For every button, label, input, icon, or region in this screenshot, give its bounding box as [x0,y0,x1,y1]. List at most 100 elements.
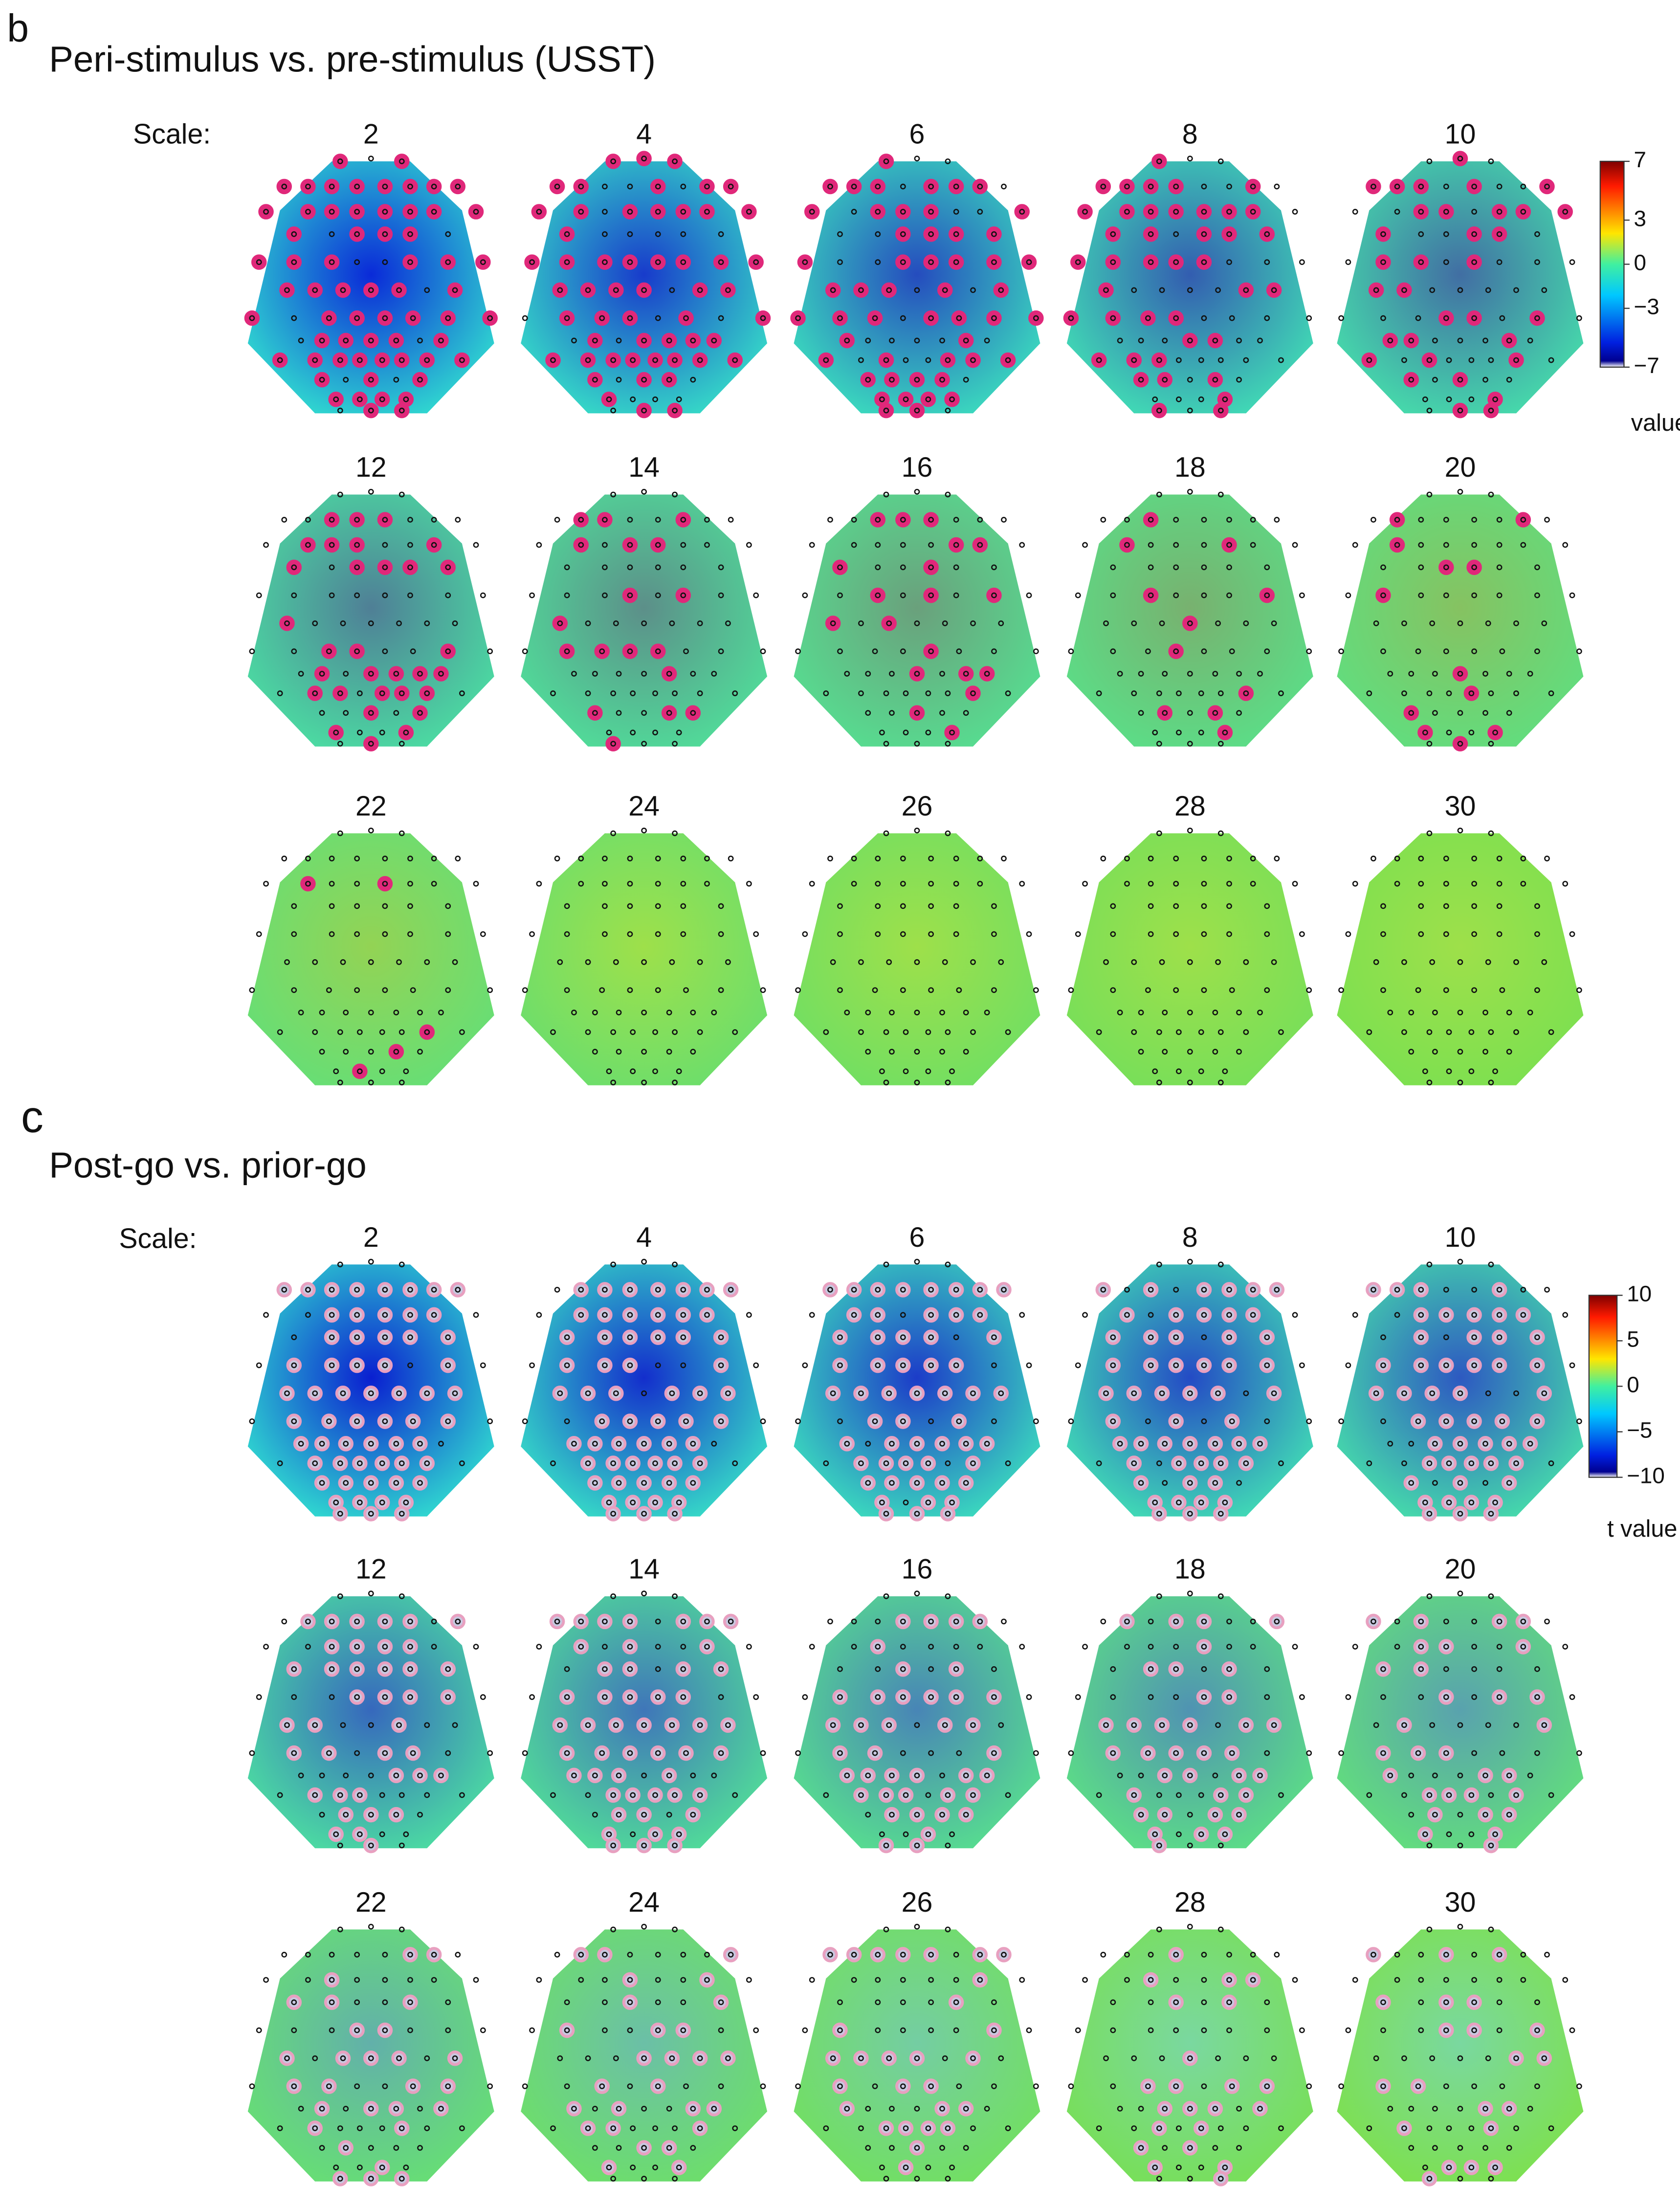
electrode [1468,2125,1475,2131]
electrode [718,564,724,571]
electrode [329,231,335,237]
electrode [1373,287,1379,293]
electrode [1527,1772,1533,1779]
electrode [991,1694,997,1700]
electrode [329,1334,335,1341]
electrode [1145,1418,1151,1424]
electrode [903,1029,909,1035]
significant-ring [605,1456,621,1471]
electrode [1306,648,1312,655]
electrode [398,690,405,696]
electrode [578,1644,584,1650]
electrode [865,1010,871,1015]
significant-ring [276,1282,292,1298]
significant-ring [699,1282,715,1298]
significant-ring [352,391,368,407]
electrode [641,620,647,626]
scale-label: Scale: [133,119,211,150]
electrode [680,231,686,237]
significant-ring [822,1947,838,1963]
electrode [480,592,486,598]
electrode [655,542,661,548]
significant-ring [349,1613,365,1630]
electrode [1217,1842,1224,1849]
electrode [585,2125,591,2131]
electrode [431,542,437,548]
electrode [1173,564,1179,571]
electrode [1187,1480,1193,1486]
significant-ring [1515,512,1531,528]
electrode [1576,1750,1582,1756]
electrode [851,1644,857,1650]
electrode [680,1977,686,1983]
electrode [340,620,346,626]
electrode [340,1722,346,1728]
electrode [1201,209,1207,215]
electrode [875,592,881,598]
significant-ring [324,254,340,270]
electrode [1292,1644,1298,1650]
significant-ring [349,1661,365,1677]
significant-ring [349,537,365,553]
electrode [1222,729,1228,736]
electrode [652,1500,658,1505]
electrode [1422,1831,1428,1837]
significant-ring [1238,685,1254,701]
electrode [616,1010,622,1015]
electrode [1201,1750,1207,1756]
electrode [1110,1418,1116,1424]
significant-ring [923,559,939,575]
electrode [1187,959,1193,965]
electrode [956,315,962,321]
significant-ring [552,616,568,631]
electrode [903,2164,909,2171]
electrode [578,881,584,887]
electrode [627,231,633,237]
electrode [1371,183,1376,190]
electrode [1124,542,1130,548]
significant-ring [1140,2078,1156,2094]
electrode [1366,1792,1372,1798]
colorbar-tick-label: 3 [1634,206,1646,231]
electrode [1243,287,1249,293]
significant-ring [1536,1385,1552,1401]
electrode [704,183,710,190]
electrode [1187,1811,1193,1818]
electrode [1201,517,1207,523]
electrode [641,155,647,162]
significant-ring [622,1413,638,1429]
electrode [1534,2027,1540,2033]
significant-ring [895,1357,911,1373]
electrode [945,1926,951,1933]
significant-ring [675,587,691,603]
electrode [963,1480,969,1486]
electrode [557,620,563,626]
significant-ring [965,1385,981,1401]
electrode [690,1480,696,1486]
electrode [680,564,686,571]
significant-ring [870,1639,886,1655]
significant-ring [1143,226,1159,242]
electrode [249,1750,255,1756]
electrode [963,1811,969,1818]
electrode [445,231,451,237]
electrode [305,517,311,523]
significant-ring [685,2101,701,2117]
electrode [368,1258,374,1265]
significant-ring [909,666,925,682]
electrode [557,1390,563,1396]
electrode [900,987,906,993]
significant-ring [1091,352,1107,368]
electrode [263,1977,269,1983]
electrode [883,1842,889,1849]
electrode [393,710,399,716]
electrode [928,931,934,937]
significant-ring [279,616,295,631]
significant-ring [1119,204,1135,220]
electrode [641,1811,647,1818]
electrode [925,729,931,736]
electrode [438,1440,444,1447]
significant-ring [1515,204,1531,220]
significant-ring [958,666,974,682]
electrode [1187,1440,1193,1447]
